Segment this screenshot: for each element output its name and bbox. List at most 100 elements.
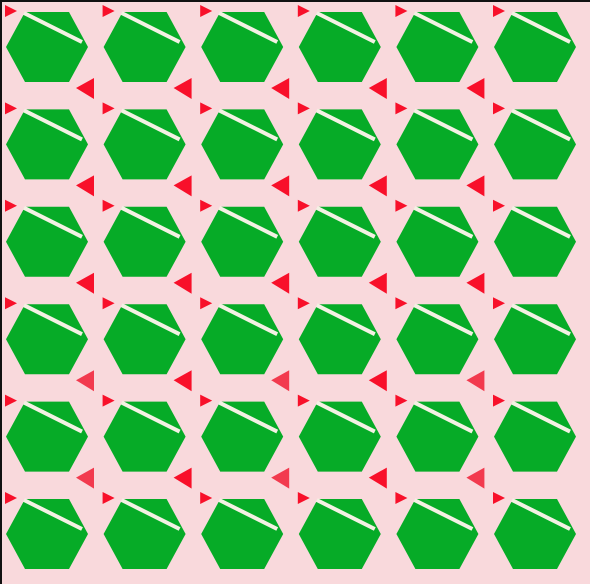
corner-marker-icon (297, 102, 310, 115)
corner-marker-icon (200, 199, 213, 212)
corner-marker-icon (5, 394, 17, 407)
board-cell[interactable] (395, 492, 479, 569)
corner-marker-icon (102, 492, 115, 504)
board-cell[interactable] (5, 199, 94, 294)
board-cell[interactable] (200, 5, 290, 99)
side-marker-icon (368, 78, 387, 99)
board-cell[interactable] (395, 5, 485, 99)
corner-marker-icon (395, 394, 408, 407)
tile-stripe (315, 303, 376, 336)
board-cell[interactable] (200, 492, 284, 569)
corner-marker-icon (5, 5, 17, 17)
board-cell[interactable] (5, 492, 88, 569)
board-cell[interactable] (102, 394, 192, 489)
board-cell[interactable] (200, 394, 290, 489)
board-cell[interactable] (297, 394, 387, 489)
side-marker-icon (466, 272, 485, 294)
board-cell[interactable] (297, 102, 387, 197)
tile-stripe (413, 11, 474, 44)
board-cell[interactable] (5, 5, 94, 99)
side-marker-icon (466, 467, 485, 489)
hexagon-tile-icon (494, 304, 576, 375)
hexagon-tile-icon (298, 12, 381, 82)
board-cell[interactable] (493, 492, 576, 569)
corner-marker-icon (200, 492, 213, 504)
board-cell[interactable] (5, 394, 94, 489)
corner-marker-icon (102, 102, 115, 115)
corner-marker-icon (200, 297, 213, 310)
tile-stripe (23, 303, 83, 336)
board-cell[interactable] (200, 297, 290, 392)
hexagon-tile-icon (201, 12, 284, 82)
board-cell[interactable] (102, 102, 192, 197)
tile-stripe (511, 108, 571, 142)
board-cell[interactable] (395, 199, 485, 294)
board-cell[interactable] (200, 102, 290, 197)
board-cell[interactable] (493, 394, 576, 472)
tile-stripe (315, 108, 376, 142)
board-cell[interactable] (102, 5, 192, 99)
side-marker-icon (173, 175, 192, 197)
hexagon-tile-icon (6, 206, 88, 277)
tile-stripe (511, 400, 571, 434)
side-marker-icon (271, 370, 290, 392)
tile-stripe (23, 11, 83, 44)
tile-stripe (511, 206, 571, 239)
board-cell[interactable] (493, 199, 576, 277)
corner-marker-icon (297, 297, 310, 310)
tile-stripe (315, 400, 376, 434)
hexagon-tile-icon (6, 499, 88, 569)
hexagon-tile-icon (298, 499, 381, 569)
tile-stripe (120, 108, 181, 142)
hexagon-tile-icon (396, 304, 479, 375)
board-cell[interactable] (297, 492, 381, 569)
tile-stripe (120, 206, 181, 239)
board-cell[interactable] (102, 199, 192, 294)
board-cell[interactable] (395, 102, 485, 197)
board-cell[interactable] (102, 297, 192, 392)
tile-stripe (315, 206, 376, 239)
side-marker-icon (173, 78, 192, 99)
corner-marker-icon (200, 394, 213, 407)
board-cell[interactable] (200, 199, 290, 294)
board-cell[interactable] (395, 394, 485, 489)
side-marker-icon (173, 370, 192, 392)
tile-stripe (23, 498, 83, 531)
tile-stripe (218, 206, 279, 239)
board-cell[interactable] (493, 5, 576, 82)
hexagon-tile-icon (201, 109, 284, 180)
tile-stripe (413, 206, 474, 239)
corner-marker-icon (395, 102, 408, 115)
board-cell[interactable] (297, 5, 387, 99)
tile-stripe (120, 400, 181, 434)
hexagon-tile-icon (201, 499, 284, 569)
corner-marker-icon (102, 394, 115, 407)
hexagon-tile-icon (201, 304, 284, 375)
board-cell[interactable] (5, 297, 94, 392)
board-cell[interactable] (297, 297, 387, 392)
tile-grid (5, 5, 576, 569)
hexagon-tile-icon (103, 304, 186, 375)
corner-marker-icon (200, 5, 213, 17)
corner-marker-icon (493, 199, 505, 212)
tile-stripe (413, 108, 474, 142)
board-cell[interactable] (493, 297, 576, 375)
side-marker-icon (271, 272, 290, 294)
corner-marker-icon (102, 5, 115, 17)
board-cell[interactable] (297, 199, 387, 294)
board-cell[interactable] (395, 297, 485, 392)
board-cell[interactable] (5, 102, 94, 197)
corner-marker-icon (200, 102, 213, 115)
side-marker-icon (368, 175, 387, 197)
corner-marker-icon (395, 199, 408, 212)
board-cell[interactable] (493, 102, 576, 180)
tile-stripe (218, 400, 279, 434)
board-cell[interactable] (102, 492, 186, 569)
corner-marker-icon (493, 102, 505, 115)
side-marker-icon (76, 78, 94, 99)
hexagon-tile-icon (6, 109, 88, 180)
hexagon-tile-icon (494, 499, 576, 569)
side-marker-icon (76, 272, 94, 294)
side-marker-icon (76, 175, 94, 197)
